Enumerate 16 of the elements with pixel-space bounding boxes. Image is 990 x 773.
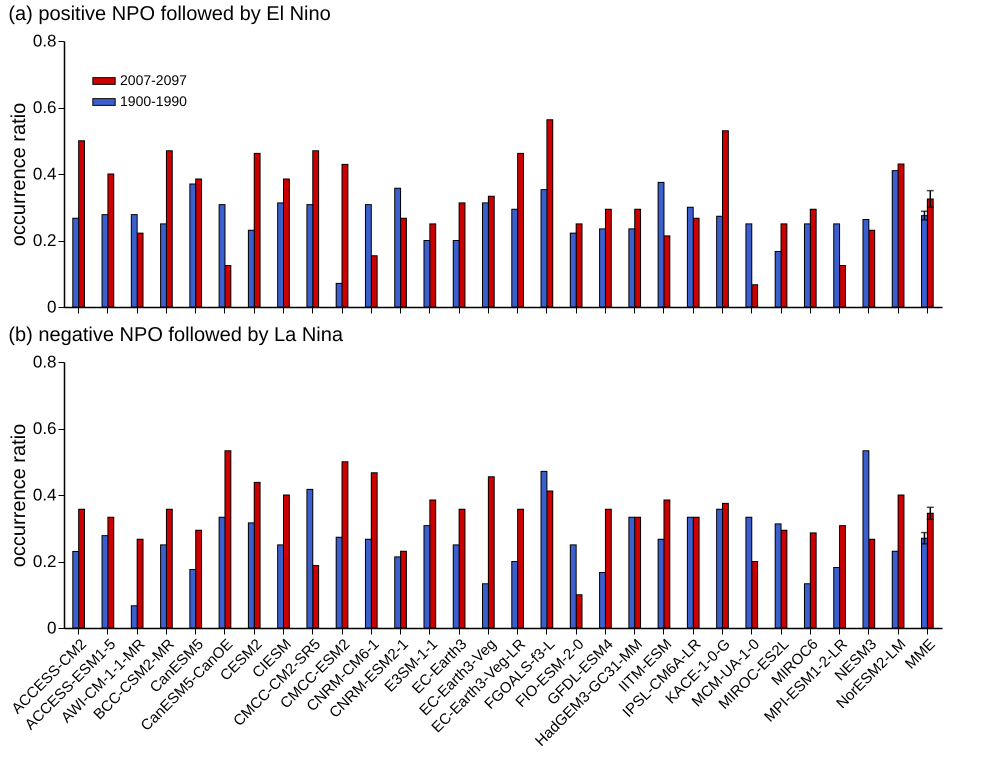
y-axis-title: occurrence ratio [8, 424, 30, 568]
y-tick-label: 0.4 [32, 486, 56, 504]
y-tick-label: 0.6 [32, 98, 56, 117]
chart-title: (a) positive NPO followed by El Nino [8, 3, 331, 25]
y-tick-label: 0.6 [32, 419, 56, 438]
y-tick-label: 0.8 [32, 32, 56, 50]
chart-title: (b) negative NPO followed by La Nina [8, 324, 344, 346]
y-axis-title: occurrence ratio [8, 102, 30, 246]
y-tick-label: 0.2 [32, 231, 56, 250]
y-tick-label: 0 [47, 618, 56, 638]
y-tick-label: 0.4 [32, 164, 56, 184]
legend-label: 1900-1990 [120, 93, 188, 109]
y-tick-label: 0 [47, 298, 56, 316]
y-tick-label: 0.2 [32, 552, 56, 571]
y-tick-label: 0.8 [32, 352, 56, 372]
legend-label: 2007-2097 [120, 72, 188, 88]
